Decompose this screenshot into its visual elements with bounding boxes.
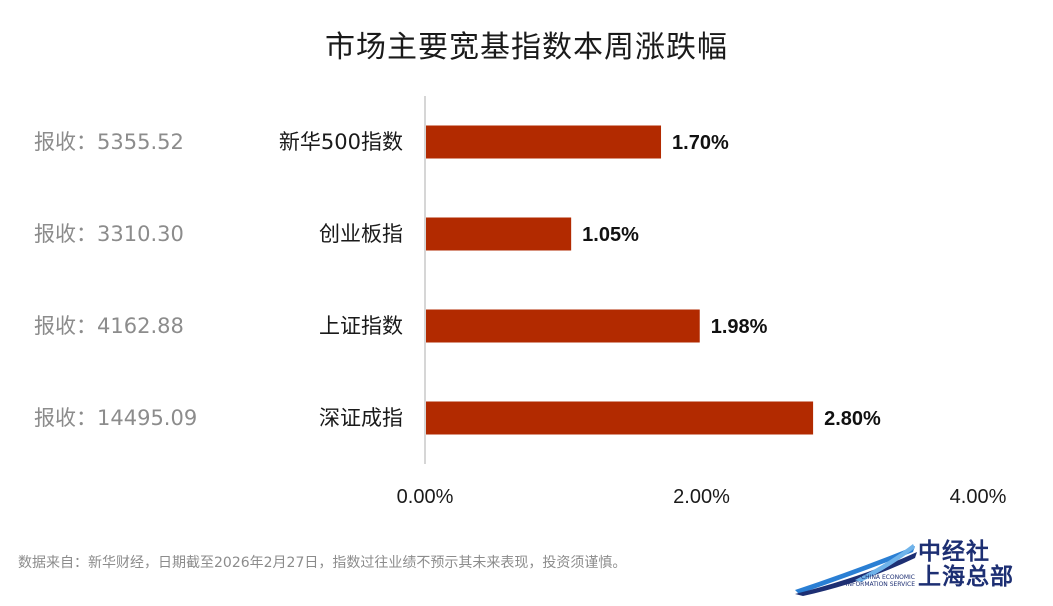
value-label: 2.80% [824,408,881,430]
close-price-label: 报收：4162.88 [34,314,184,338]
x-tick-label: 4.00% [950,486,1007,508]
logo-text: 中经社 上海总部 [918,540,1014,590]
close-price-labels: 报收：5355.52 报收：3310.30 报收：4162.88 报收：14495.0… [34,130,197,430]
close-price-label: 报收：14495.09 [34,406,197,430]
bar-chart: 报收：5355.52 报收：3310.30 报收：4162.88 报收：14495.0… [34,96,1007,508]
bar [426,217,572,251]
wave-swoosh-icon [795,544,917,596]
bar [426,125,662,159]
logo-subtitle: CHINA ECONOMIC INFORMATION SERVICE [843,574,915,588]
category-label: 新华500指数 [279,130,403,154]
value-label: 1.70% [672,132,729,154]
x-tick-labels: 0.00% 2.00% 4.00% [397,486,1007,508]
value-label: 1.05% [582,224,639,246]
close-price-label: 报收：3310.30 [34,222,184,246]
chart-title: 市场主要宽基指数本周涨跌幅 [325,30,728,65]
logo-sub1: CHINA ECONOMIC [860,574,915,581]
bar [426,401,814,435]
close-price-label: 报收：5355.52 [34,130,184,154]
x-tick-label: 0.00% [397,486,454,508]
value-labels: 1.70% 1.05% 1.98% 2.80% [582,132,881,430]
logo-line2: 上海总部 [918,564,1014,590]
bar [426,309,700,343]
logo-sub2: INFORMATION SERVICE [845,581,915,588]
value-label: 1.98% [711,316,768,338]
logo-line1: 中经社 [918,539,990,565]
source-footnote: 数据来自：新华财经，日期截至2026年2月27日，指数过往业绩不预示其未来表现，… [18,555,627,571]
category-label: 深证成指 [319,406,403,430]
category-label: 上证指数 [319,314,403,338]
bars [426,125,814,435]
x-tick-label: 2.00% [673,486,730,508]
category-label: 创业板指 [319,222,403,246]
